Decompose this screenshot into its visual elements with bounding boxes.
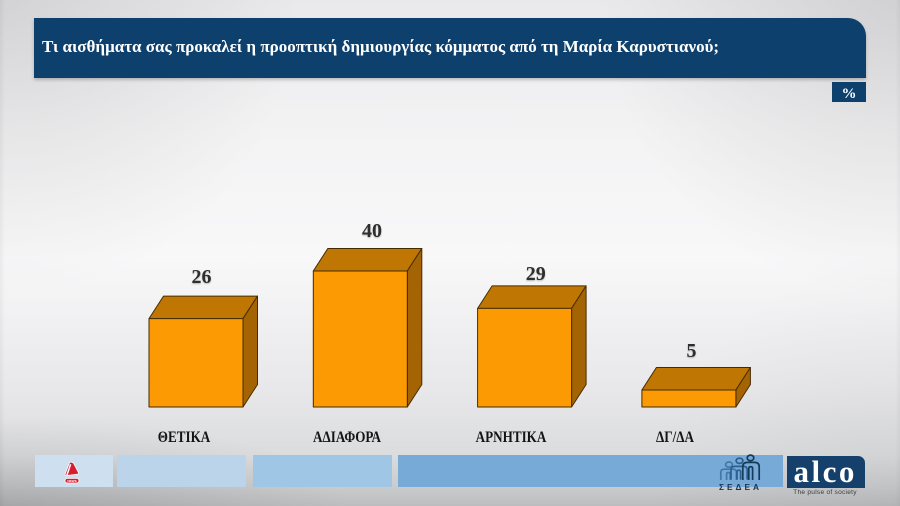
- svg-text:NEWS: NEWS: [67, 479, 76, 483]
